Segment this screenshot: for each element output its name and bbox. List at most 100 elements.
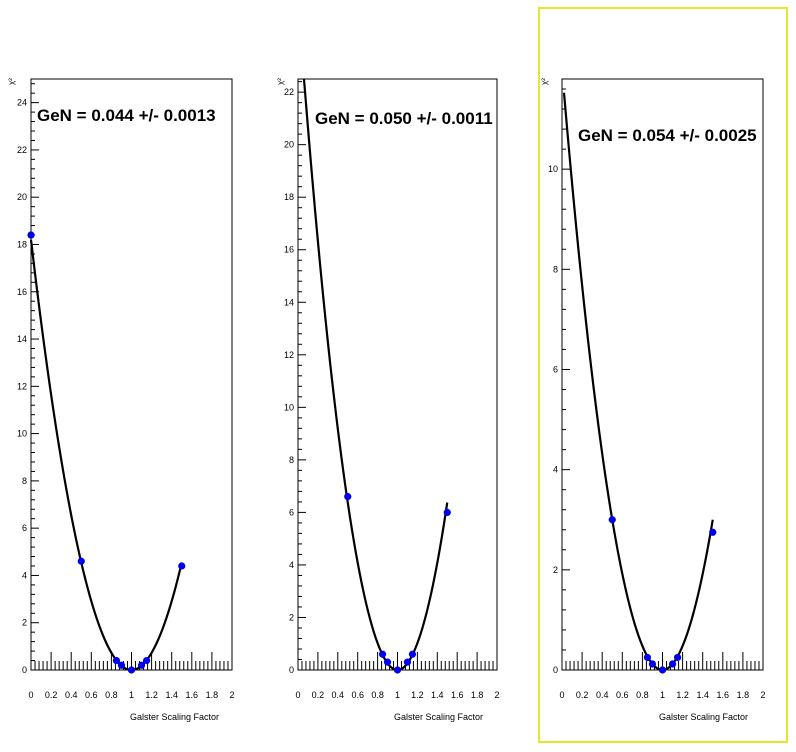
fit-curve — [29, 239, 183, 672]
x-axis-label: Galster Scaling Factor — [394, 712, 483, 722]
plot-panel-2: 0 0.2 0.4 0.6 0.8 1 1.2 1.4 1.6 1.8 20246810121416… — [276, 78, 500, 722]
y-tick-label: 2 — [22, 618, 27, 628]
x-tick-label: 0.6 — [351, 690, 364, 700]
x-tick-label: 2 — [760, 690, 765, 700]
x-tick-label: 1.2 — [411, 690, 424, 700]
y-tick-label: 6 — [289, 507, 294, 517]
y-tick-label: 16 — [284, 245, 294, 255]
data-point — [393, 666, 402, 674]
y-tick-label: 16 — [17, 287, 27, 297]
y-tick-label: 2 — [289, 612, 294, 622]
data-point — [142, 656, 151, 665]
x-tick-label: 1.4 — [431, 690, 444, 700]
y-tick-label: 12 — [284, 350, 294, 360]
x-tick-label: 0.8 — [105, 690, 118, 700]
data-point — [709, 528, 717, 536]
y-tick-label: 20 — [17, 192, 27, 202]
data-point — [658, 666, 667, 674]
x-tick-label: 1.6 — [451, 690, 464, 700]
y-axis-label: χ² — [540, 78, 549, 85]
data-point — [112, 656, 121, 665]
x-tick-label: 1.4 — [165, 690, 178, 700]
x-tick-label: 0 — [295, 690, 300, 700]
x-tick-label: 0.4 — [332, 690, 345, 700]
x-axis-label: Galster Scaling Factor — [130, 712, 219, 722]
y-tick-label: 10 — [548, 164, 558, 174]
x-tick-label: 1.2 — [676, 690, 689, 700]
fit-curve — [302, 78, 449, 672]
y-axis-label: χ² — [276, 78, 285, 85]
y-axis-label: χ² — [7, 78, 16, 85]
gen-annotation: GeN = 0.044 +/- 0.0013 — [37, 106, 216, 125]
x-tick-label: 1 — [660, 690, 665, 700]
y-tick-label: 4 — [289, 560, 294, 570]
x-tick-label: 0.8 — [636, 690, 649, 700]
x-tick-label: 0 — [559, 690, 564, 700]
y-tick-label: 18 — [17, 239, 27, 249]
y-tick-label: 22 — [284, 87, 294, 97]
x-tick-label: 0.4 — [65, 690, 78, 700]
y-tick-label: 14 — [284, 297, 294, 307]
data-point — [344, 493, 352, 501]
data-point — [178, 562, 186, 570]
x-tick-label: 0.4 — [596, 690, 609, 700]
x-tick-label: 1.4 — [696, 690, 709, 700]
y-tick-label: 14 — [17, 334, 27, 344]
data-point — [137, 661, 146, 669]
y-tick-label: 24 — [17, 98, 27, 108]
y-tick-label: 6 — [22, 523, 27, 533]
plot-frame — [297, 78, 498, 671]
y-tick-label: 18 — [284, 192, 294, 202]
y-tick-label: 4 — [553, 465, 558, 475]
x-tick-label: 2 — [229, 690, 234, 700]
x-tick-label: 1.6 — [186, 690, 199, 700]
x-tick-label: 1.8 — [737, 690, 750, 700]
gen-annotation: GeN = 0.054 +/- 0.0025 — [578, 126, 757, 145]
data-point — [127, 666, 136, 674]
plot-panel-1: 0 0.2 0.4 0.6 0.8 1 1.2 1.4 1.6 1.8 20246810121416… — [7, 78, 235, 722]
x-tick-label: 0.6 — [616, 690, 629, 700]
gen-annotation: GeN = 0.050 +/- 0.0011 — [315, 109, 493, 128]
x-tick-label: 0.6 — [85, 690, 98, 700]
y-tick-label: 8 — [553, 264, 558, 274]
data-point — [643, 653, 652, 662]
data-point — [608, 516, 616, 524]
x-tick-label: 0.2 — [45, 690, 58, 700]
data-point — [408, 650, 417, 658]
y-tick-label: 20 — [284, 140, 294, 150]
y-tick-label: 22 — [17, 145, 27, 155]
x-tick-label: 1 — [129, 690, 134, 700]
x-axis-label: Galster Scaling Factor — [659, 712, 748, 722]
data-point — [673, 653, 682, 662]
y-tick-label: 2 — [553, 565, 558, 575]
data-point — [383, 658, 392, 666]
data-point — [27, 231, 35, 239]
x-tick-label: 0.2 — [312, 690, 325, 700]
x-tick-label: 1.8 — [206, 690, 219, 700]
y-tick-label: 0 — [289, 665, 294, 675]
y-tick-label: 8 — [22, 476, 27, 486]
x-tick-label: 0 — [28, 690, 33, 700]
x-tick-label: 0.2 — [576, 690, 589, 700]
y-tick-label: 10 — [17, 429, 27, 439]
x-tick-label: 1.8 — [471, 690, 484, 700]
y-tick-label: 10 — [284, 402, 294, 412]
y-tick-label: 6 — [553, 364, 558, 374]
x-tick-label: 0.8 — [371, 690, 384, 700]
y-tick-label: 8 — [289, 455, 294, 465]
y-tick-label: 12 — [17, 381, 27, 391]
fit-curve — [562, 92, 714, 672]
y-tick-label: 0 — [22, 665, 27, 675]
x-tick-label: 1.6 — [717, 690, 730, 700]
x-tick-label: 2 — [494, 690, 499, 700]
data-point — [648, 660, 657, 668]
data-point — [668, 660, 677, 668]
data-point — [378, 650, 387, 658]
data-point — [403, 658, 412, 666]
x-tick-label: 1.2 — [145, 690, 158, 700]
selected-pad-border — [538, 7, 788, 743]
data-point — [117, 661, 126, 669]
data-point — [443, 508, 451, 516]
plot-panel-3: 0 0.2 0.4 0.6 0.8 1 1.2 1.4 1.6 1.8 2 0 2 4 6 8 10 GeN = … — [538, 7, 788, 743]
